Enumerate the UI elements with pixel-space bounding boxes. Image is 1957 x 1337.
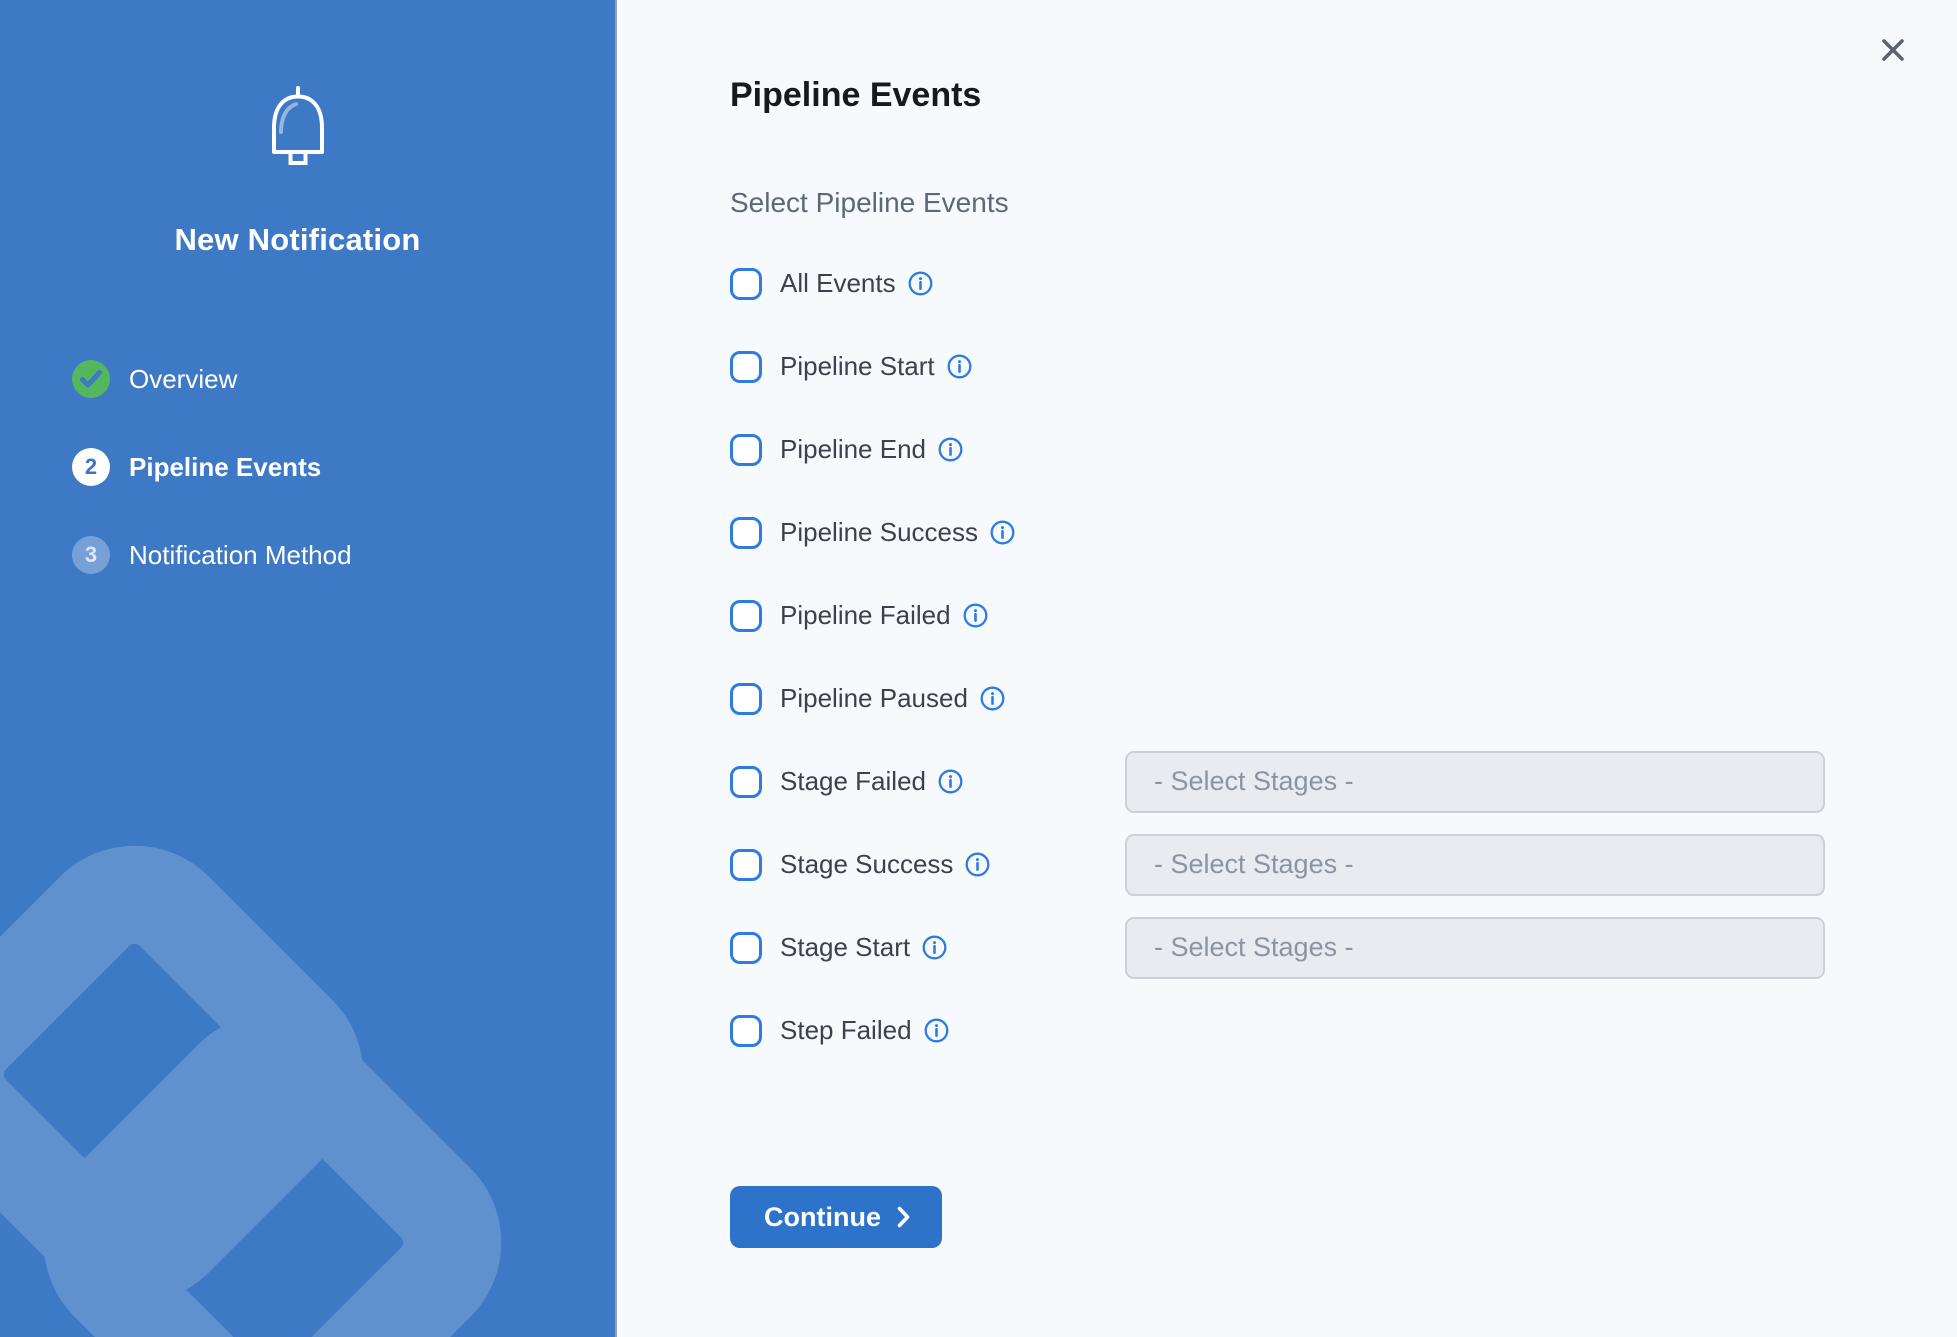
modal-title: New Notification [174,222,421,257]
step-label: Notification Method [129,539,352,570]
checkbox-pipeline-failed[interactable] [730,599,762,632]
event-label: All Events [780,268,896,298]
step-pipeline-events[interactable]: 2 Pipeline Events [72,448,595,486]
info-icon[interactable] [938,769,963,794]
checkbox-pipeline-paused[interactable] [730,682,762,715]
info-icon[interactable] [924,1018,949,1043]
select-stages-stage-start[interactable]: - Select Stages - [1125,916,1825,979]
event-label: Pipeline Paused [780,683,968,713]
event-row-stage-success: Stage Success - Select Stages - [730,823,1940,906]
event-label: Pipeline Success [780,517,978,547]
step-complete-check-icon [72,360,110,398]
step-label: Overview [129,363,238,394]
step-notification-method[interactable]: 3 Notification Method [72,536,595,574]
event-row-step-failed: Step Failed [730,989,1940,1072]
info-icon[interactable] [990,520,1015,545]
event-row-all-events: All Events [730,242,1940,325]
continue-button[interactable]: Continue [730,1186,942,1248]
info-icon[interactable] [965,852,990,877]
event-row-pipeline-failed: Pipeline Failed [730,574,1940,657]
bell-icon [265,86,331,168]
checkbox-stage-success[interactable] [730,848,762,881]
event-row-pipeline-success: Pipeline Success [730,491,1940,574]
event-label: Step Failed [780,1015,912,1045]
info-icon[interactable] [980,686,1005,711]
checkbox-all-events[interactable] [730,267,762,300]
chevron-right-icon [897,1206,910,1228]
event-row-stage-failed: Stage Failed - Select Stages - [730,740,1940,823]
info-icon[interactable] [922,935,947,960]
select-stages-stage-success[interactable]: - Select Stages - [1125,833,1825,896]
info-icon[interactable] [938,437,963,462]
event-row-pipeline-paused: Pipeline Paused [730,657,1940,740]
event-row-stage-start: Stage Start - Select Stages - [730,906,1940,989]
step-number-badge: 3 [72,536,110,574]
event-label: Pipeline Failed [780,600,951,630]
wizard-steps: Overview 2 Pipeline Events 3 Notificatio… [72,360,595,574]
page-title: Pipeline Events [730,76,982,114]
info-icon[interactable] [908,271,933,296]
event-row-pipeline-start: Pipeline Start [730,325,1940,408]
checkbox-stage-failed[interactable] [730,765,762,798]
continue-button-label: Continue [764,1201,881,1232]
checkbox-stage-start[interactable] [730,931,762,964]
select-stages-stage-failed[interactable]: - Select Stages - [1125,750,1825,813]
checkbox-pipeline-start[interactable] [730,350,762,383]
event-label: Stage Success [780,849,954,879]
wizard-sidebar: New Notification Overview 2 Pipeline Eve… [0,0,617,1337]
checkbox-step-failed[interactable] [730,1014,762,1047]
step-label: Pipeline Events [129,451,322,482]
event-label: Pipeline End [780,434,926,464]
section-heading: Select Pipeline Events [730,187,1009,218]
checkbox-pipeline-success[interactable] [730,516,762,549]
checkbox-pipeline-end[interactable] [730,433,762,466]
event-label: Stage Start [780,932,911,962]
pipeline-events-panel: Pipeline Events Select Pipeline Events A… [619,0,1957,1337]
event-label: Pipeline Start [780,351,935,381]
info-icon[interactable] [947,354,972,379]
info-icon[interactable] [963,603,988,628]
close-icon[interactable] [1877,34,1909,66]
step-number-badge: 2 [72,448,110,486]
event-row-pipeline-end: Pipeline End [730,408,1940,491]
step-overview[interactable]: Overview [72,360,595,398]
event-label: Stage Failed [780,766,926,796]
event-list: All Events Pipeline Start [730,242,1940,1072]
